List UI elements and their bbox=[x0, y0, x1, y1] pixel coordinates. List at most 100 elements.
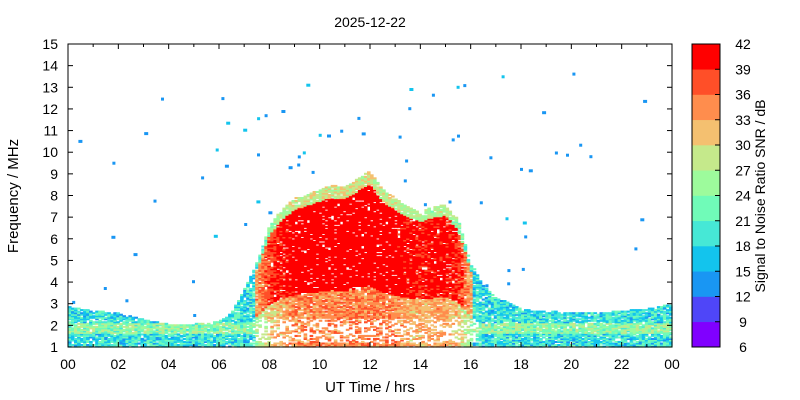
echo-cell bbox=[351, 295, 356, 298]
echo-cell bbox=[391, 271, 395, 274]
echo-cell bbox=[315, 260, 320, 263]
echo-cell bbox=[294, 245, 299, 248]
echo-cell bbox=[333, 233, 338, 236]
echo-cell bbox=[342, 281, 347, 284]
echo-cell bbox=[370, 340, 374, 343]
echo-cell bbox=[324, 203, 329, 206]
echo-cell bbox=[391, 195, 395, 198]
echo-cell bbox=[104, 327, 108, 330]
echo-cell bbox=[306, 322, 311, 325]
echo-cell bbox=[83, 325, 87, 328]
echo-cell bbox=[203, 327, 208, 330]
echo-cell bbox=[273, 231, 277, 234]
echo-cell bbox=[373, 230, 377, 233]
echo-cell bbox=[315, 344, 320, 347]
echo-cell bbox=[255, 309, 259, 312]
echo-cell bbox=[382, 227, 386, 230]
echo-cell bbox=[315, 262, 320, 265]
echo-cell bbox=[367, 254, 371, 257]
echo-cell bbox=[382, 298, 386, 301]
echo-cell bbox=[191, 331, 196, 334]
echo-cell bbox=[228, 337, 232, 340]
echo-cell bbox=[373, 178, 377, 181]
echo-cell bbox=[367, 344, 371, 347]
echo-cell bbox=[376, 286, 380, 289]
echo-cell bbox=[276, 310, 280, 313]
echo-cell bbox=[394, 233, 398, 236]
echo-cell bbox=[348, 234, 353, 237]
echo-cell bbox=[342, 245, 347, 248]
echo-cell bbox=[303, 310, 308, 313]
echo-cell bbox=[336, 237, 341, 240]
echo-cell bbox=[125, 333, 129, 336]
echo-cell bbox=[385, 218, 389, 221]
echo-cell bbox=[373, 231, 377, 234]
echo-cell bbox=[282, 286, 286, 289]
echo-cell bbox=[282, 275, 286, 278]
echo-cell bbox=[98, 321, 102, 324]
echo-cell bbox=[324, 266, 329, 269]
echo-cell bbox=[282, 237, 286, 240]
echo-cell bbox=[351, 245, 356, 248]
echo-cell bbox=[327, 330, 332, 333]
echo-cell bbox=[339, 283, 344, 286]
echo-cell bbox=[191, 340, 196, 343]
echo-cell bbox=[231, 315, 235, 318]
echo-cell bbox=[385, 215, 389, 218]
echo-cell bbox=[324, 274, 329, 277]
echo-cell bbox=[376, 207, 380, 210]
echo-cell bbox=[303, 336, 308, 339]
echo-cell bbox=[370, 325, 374, 328]
echo-cell bbox=[110, 334, 114, 337]
echo-cell bbox=[261, 269, 265, 272]
echo-cell bbox=[107, 334, 111, 337]
echo-cell bbox=[394, 269, 398, 272]
echo-cell bbox=[288, 292, 293, 295]
echo-cell bbox=[288, 210, 293, 213]
echo-cell bbox=[300, 278, 305, 281]
echo-cell bbox=[379, 187, 383, 190]
echo-cell bbox=[246, 289, 250, 292]
echo-cell bbox=[321, 198, 326, 201]
echo-cell bbox=[285, 257, 289, 260]
echo-cell bbox=[376, 327, 380, 330]
echo-cell bbox=[276, 277, 280, 280]
echo-cell bbox=[324, 272, 329, 275]
echo-cell bbox=[354, 322, 359, 325]
echo-cell bbox=[249, 324, 253, 327]
echo-cell bbox=[258, 256, 262, 259]
echo-cell bbox=[267, 278, 271, 281]
echo-cell bbox=[216, 334, 220, 337]
echo-cell bbox=[357, 310, 362, 313]
echo-cell bbox=[297, 342, 302, 345]
echo-cell bbox=[376, 289, 380, 292]
echo-cell bbox=[336, 274, 341, 277]
echo-cell bbox=[370, 263, 374, 266]
echo-cell bbox=[354, 210, 359, 213]
echo-cell bbox=[333, 290, 338, 293]
echo-cell bbox=[149, 321, 154, 324]
echo-cell bbox=[394, 277, 398, 280]
echo-cell bbox=[339, 297, 344, 300]
echo-cell bbox=[357, 281, 362, 284]
echo-cell bbox=[364, 234, 368, 237]
echo-cell bbox=[364, 206, 368, 209]
echo-cell bbox=[324, 327, 329, 330]
echo-cell bbox=[385, 192, 389, 195]
echo-cell bbox=[330, 344, 335, 347]
echo-cell bbox=[379, 262, 383, 265]
echo-cell bbox=[297, 237, 302, 240]
echo-cell bbox=[385, 207, 389, 210]
echo-cell bbox=[376, 278, 380, 281]
echo-cell bbox=[300, 265, 305, 268]
echo-cell bbox=[125, 318, 129, 321]
echo-cell bbox=[357, 213, 362, 216]
echo-cell bbox=[391, 300, 395, 303]
echo-cell bbox=[300, 286, 305, 289]
echo-cell bbox=[282, 262, 286, 265]
echo-cell bbox=[382, 189, 386, 192]
echo-cell bbox=[252, 336, 256, 339]
echo-cell bbox=[125, 328, 129, 331]
echo-cell bbox=[291, 283, 296, 286]
echo-cell bbox=[264, 251, 268, 254]
